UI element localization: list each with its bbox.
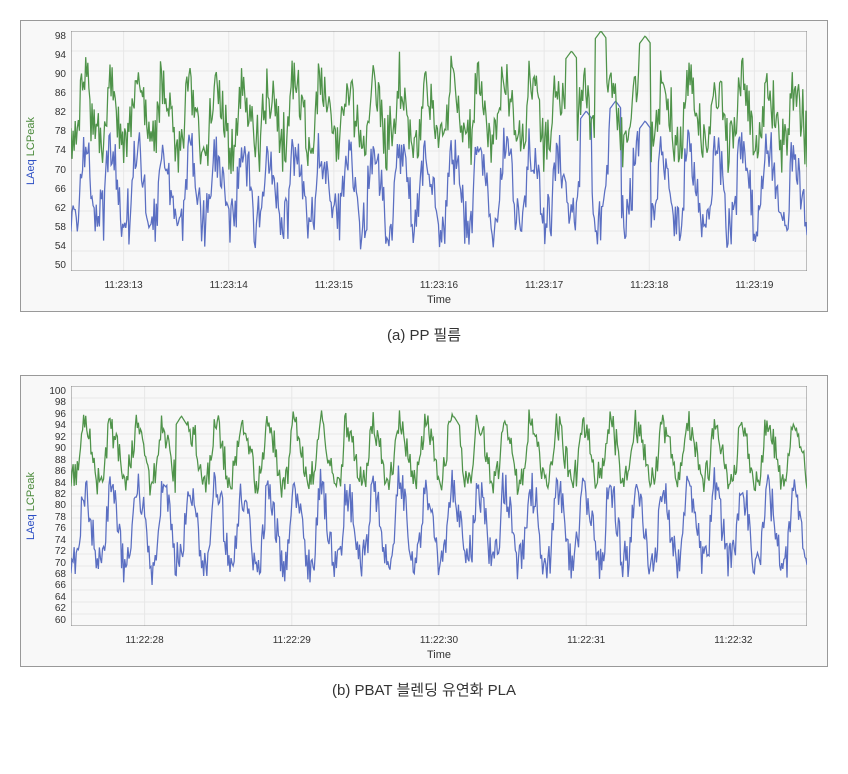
y-tick-label: 82 <box>41 489 66 500</box>
y-tick-label: 62 <box>41 203 66 214</box>
x-axis-title: Time <box>427 294 451 306</box>
chart-box: 98 94 90 86 82 78 74 70 66 62 58 54 50 LAeq LCPeak 11:… <box>20 20 828 312</box>
y-tick-label: 70 <box>41 165 66 176</box>
x-tick-label: 11:22:29 <box>273 635 311 646</box>
y-tick-label: 94 <box>41 50 66 61</box>
y-title-laeq: LAeq <box>25 514 37 540</box>
chart-caption: (b) PBAT 블렌딩 유연화 PLA <box>20 679 828 700</box>
chart-caption: (a) PP 필름 <box>20 324 828 345</box>
y-title-lcpeak: LCPeak <box>25 117 37 156</box>
y-tick-label: 54 <box>41 241 66 252</box>
x-tick-label: 11:23:16 <box>420 280 458 291</box>
y-tick-label: 94 <box>41 420 66 431</box>
caption-prefix: (a) <box>387 327 410 344</box>
y-tick-label: 84 <box>41 478 66 489</box>
y-tick-label: 86 <box>41 466 66 477</box>
y-tick-label: 92 <box>41 432 66 443</box>
y-tick-label: 100 <box>41 386 66 397</box>
y-tick-label: 64 <box>41 592 66 603</box>
y-tick-label: 96 <box>41 409 66 420</box>
x-tick-label: 11:22:30 <box>420 635 458 646</box>
caption-text: PP 필름 <box>409 327 461 344</box>
x-axis-labels: 11:22:28 11:22:29 11:22:30 11:22:31 11:22:32 <box>71 635 807 646</box>
y-axis-title: LAeq LCPeak <box>25 117 37 185</box>
y-tick-label: 90 <box>41 443 66 454</box>
chart-box: 1009896949290888684828078767472706866646… <box>20 375 828 667</box>
plot-area: 98949086827874706662585450LAeq LCPeak11:… <box>71 31 807 271</box>
y-title-laeq: LAeq <box>25 159 37 185</box>
y-tick-label: 66 <box>41 580 66 591</box>
y-tick-label: 76 <box>41 523 66 534</box>
x-tick-label: 11:23:19 <box>735 280 773 291</box>
plot-svg <box>71 31 807 271</box>
caption-text: PBAT 블렌딩 유연화 PLA <box>355 682 516 699</box>
y-tick-label: 78 <box>41 512 66 523</box>
y-tick-label: 98 <box>41 397 66 408</box>
y-tick-label: 90 <box>41 69 66 80</box>
y-tick-label: 66 <box>41 184 66 195</box>
x-tick-label: 11:22:28 <box>126 635 164 646</box>
y-tick-label: 72 <box>41 546 66 557</box>
y-tick-label: 60 <box>41 615 66 626</box>
x-axis-title: Time <box>427 649 451 661</box>
y-tick-label: 58 <box>41 222 66 233</box>
x-tick-label: 11:22:32 <box>714 635 752 646</box>
x-tick-label: 11:22:31 <box>567 635 605 646</box>
y-axis-labels: 1009896949290888684828078767472706866646… <box>41 386 66 626</box>
x-tick-label: 11:23:15 <box>315 280 353 291</box>
x-tick-label: 11:23:18 <box>630 280 668 291</box>
y-axis-title: LAeq LCPeak <box>25 472 37 540</box>
y-tick-label: 74 <box>41 145 66 156</box>
y-tick-label: 62 <box>41 603 66 614</box>
y-tick-label: 88 <box>41 455 66 466</box>
chart-a: 98 94 90 86 82 78 74 70 66 62 58 54 50 LAeq LCPeak 11:… <box>20 20 828 345</box>
plot-svg <box>71 386 807 626</box>
y-title-lcpeak: LCPeak <box>25 472 37 511</box>
chart-b: 1009896949290888684828078767472706866646… <box>20 375 828 700</box>
x-tick-label: 11:23:14 <box>210 280 248 291</box>
y-tick-label: 70 <box>41 558 66 569</box>
y-tick-label: 80 <box>41 500 66 511</box>
y-tick-label: 78 <box>41 126 66 137</box>
y-axis-labels: 98 94 90 86 82 78 74 70 66 62 58 54 50 <box>41 31 66 271</box>
x-tick-label: 11:23:13 <box>104 280 142 291</box>
y-tick-label: 86 <box>41 88 66 99</box>
y-tick-label: 82 <box>41 107 66 118</box>
y-tick-label: 50 <box>41 260 66 271</box>
plot-area: 1009896949290888684828078767472706866646… <box>71 386 807 626</box>
y-tick-label: 98 <box>41 31 66 42</box>
x-axis-labels: 11:23:13 11:23:14 11:23:15 11:23:16 11:23:17… <box>71 280 807 291</box>
x-tick-label: 11:23:17 <box>525 280 563 291</box>
caption-prefix: (b) <box>332 682 355 699</box>
y-tick-label: 68 <box>41 569 66 580</box>
y-tick-label: 74 <box>41 535 66 546</box>
